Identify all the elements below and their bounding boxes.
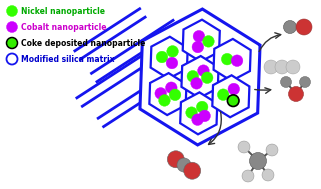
Circle shape [281, 77, 291, 88]
Circle shape [184, 162, 201, 179]
Circle shape [166, 57, 178, 69]
Polygon shape [149, 73, 187, 115]
Circle shape [6, 5, 18, 16]
Circle shape [155, 88, 167, 99]
Text: Nickel nanoparticle: Nickel nanoparticle [21, 6, 105, 15]
Text: Cobalt nanoparticle: Cobalt nanoparticle [21, 22, 107, 32]
Circle shape [262, 169, 274, 181]
Text: Modified silica matrix: Modified silica matrix [21, 54, 115, 64]
Circle shape [199, 110, 210, 122]
Circle shape [227, 95, 239, 106]
Circle shape [228, 83, 239, 95]
Circle shape [201, 72, 213, 84]
Circle shape [249, 153, 266, 170]
Circle shape [264, 60, 278, 74]
Circle shape [299, 77, 310, 88]
Polygon shape [212, 75, 249, 117]
Polygon shape [180, 92, 217, 134]
Circle shape [196, 101, 208, 113]
Circle shape [242, 170, 254, 182]
Circle shape [156, 51, 168, 63]
Circle shape [283, 20, 297, 33]
Circle shape [6, 22, 18, 33]
Polygon shape [183, 20, 220, 62]
Circle shape [6, 37, 18, 49]
Circle shape [231, 55, 243, 67]
Circle shape [192, 41, 204, 53]
Circle shape [159, 95, 170, 106]
Circle shape [167, 46, 178, 57]
Circle shape [275, 60, 289, 74]
Circle shape [186, 107, 197, 119]
Polygon shape [213, 39, 251, 81]
Circle shape [266, 144, 278, 156]
Text: Coke deposited nanoparticle: Coke deposited nanoparticle [21, 39, 145, 47]
Polygon shape [151, 37, 188, 79]
Circle shape [191, 77, 202, 89]
Circle shape [169, 89, 181, 101]
Polygon shape [181, 56, 219, 98]
Polygon shape [140, 9, 260, 145]
Circle shape [193, 30, 205, 42]
Circle shape [167, 151, 184, 168]
Circle shape [289, 87, 303, 101]
Circle shape [238, 141, 250, 153]
Circle shape [203, 36, 214, 47]
Circle shape [187, 70, 199, 82]
Circle shape [217, 89, 229, 101]
Circle shape [296, 19, 312, 35]
Circle shape [221, 53, 233, 65]
Circle shape [166, 82, 177, 94]
Circle shape [192, 114, 203, 125]
Circle shape [198, 65, 209, 77]
Circle shape [6, 53, 18, 64]
Circle shape [286, 60, 300, 74]
Circle shape [177, 158, 191, 172]
